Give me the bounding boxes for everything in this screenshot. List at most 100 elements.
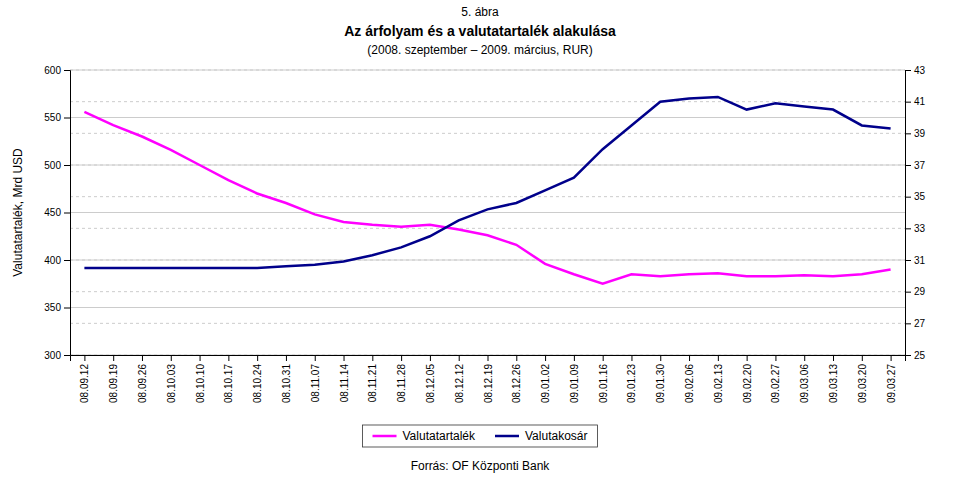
tick-mark [344, 355, 345, 361]
tick: 33 [905, 223, 926, 234]
tick-label: 08.10.17 [223, 364, 234, 403]
tick-mark [905, 292, 911, 293]
tick-mark [64, 118, 70, 119]
chart: 5. ábraAz árfolyam és a valutatartalék a… [0, 0, 960, 480]
tick-label: 500 [44, 160, 61, 171]
tick: 08.12.26 [511, 355, 522, 403]
tick-mark [905, 102, 911, 103]
tick: 09.01.02 [540, 355, 551, 403]
tick-mark [257, 355, 258, 361]
tick: 09.02.13 [713, 355, 724, 403]
tick-label: 08.11.07 [310, 364, 321, 403]
tick-label: 300 [44, 350, 61, 361]
tick-label: 37 [914, 160, 926, 171]
tick-mark [660, 355, 661, 361]
title: Az árfolyam és a valutatartalék alakulás… [344, 23, 616, 39]
tick-label: 09.01.23 [626, 364, 637, 403]
tick-mark [891, 355, 892, 361]
tick-label: 08.12.05 [425, 364, 436, 403]
tick: 29 [905, 286, 926, 297]
tick-mark [372, 355, 373, 361]
legend-item: Valutatartalék [373, 429, 476, 443]
tick: 08.11.28 [396, 355, 407, 402]
tick-mark [905, 133, 911, 134]
tick-label: 25 [914, 350, 926, 361]
tick-mark [574, 355, 575, 361]
tick: 08.09.19 [108, 355, 119, 403]
tick-label: 09.01.02 [540, 364, 551, 403]
tick: 41 [905, 96, 926, 107]
tick: 09.01.30 [655, 355, 666, 403]
tick-label: 35 [914, 191, 926, 202]
series-line [84, 112, 890, 284]
tick-mark [113, 355, 114, 361]
tick-label: 08.12.19 [483, 364, 494, 403]
tick-mark [545, 355, 546, 361]
tick-mark [401, 355, 402, 361]
tick-mark [64, 213, 70, 214]
tick-mark [200, 355, 201, 361]
tick: 37 [905, 160, 926, 171]
legend-frame [363, 425, 598, 447]
tick-label: 08.12.12 [454, 364, 465, 403]
tick-mark [64, 308, 70, 309]
tick-label: 43 [914, 65, 926, 76]
tick: 08.10.17 [223, 355, 234, 403]
tick: 550 [44, 112, 70, 123]
tick-label: 09.02.27 [770, 364, 781, 403]
grid [70, 70, 905, 355]
tick: 08.10.31 [281, 355, 292, 403]
tick-label: 33 [914, 223, 926, 234]
tick-label: 09.01.16 [598, 364, 609, 403]
y-axis-label: Valutatartalék, Mrd USD [11, 148, 25, 277]
tick: 09.03.27 [886, 355, 897, 403]
tick-label: 09.02.13 [713, 364, 724, 403]
tick-label: 08.11.28 [396, 364, 407, 403]
tick-label: 550 [44, 112, 61, 123]
tick: 09.03.13 [828, 355, 839, 403]
tick-mark [905, 355, 911, 356]
grid-line-right [70, 70, 905, 71]
series-line [84, 97, 890, 268]
tick: 08.11.21 [367, 355, 378, 402]
tick: 09.02.06 [684, 355, 695, 403]
tick-mark [689, 355, 690, 361]
x-axis: 08.09.1208.09.1908.09.2608.10.0308.10.10… [71, 355, 906, 403]
tick: 09.01.23 [626, 355, 637, 403]
tick-label: 09.01.30 [655, 364, 666, 403]
tick-mark [286, 355, 287, 361]
tick-mark [64, 260, 70, 261]
tick-label: 09.03.20 [857, 364, 868, 403]
tick-label: 350 [44, 302, 61, 313]
tick: 09.02.27 [770, 355, 781, 403]
tick-mark [631, 355, 632, 361]
tick: 09.03.06 [799, 355, 810, 403]
grid-line [70, 165, 905, 166]
tick-mark [84, 355, 85, 361]
tick-label: 09.03.13 [828, 364, 839, 403]
legend: Valutatartalék Valutakosár [363, 425, 598, 447]
tick-label: 600 [44, 65, 61, 76]
tick-mark [430, 355, 431, 361]
series-lines [84, 97, 890, 284]
tick: 600 [44, 65, 70, 76]
axis-domain [64, 71, 71, 356]
tick-mark [64, 355, 70, 356]
tick-mark [862, 355, 863, 361]
tick-mark [64, 70, 70, 71]
plot: 08.09.1208.09.1908.09.2608.10.0308.10.10… [11, 65, 926, 403]
tick-mark [905, 228, 911, 229]
tick: 08.12.05 [425, 355, 436, 403]
grid-line-right [70, 323, 905, 324]
y-axis: 300350400450500550600 [44, 65, 70, 361]
tick-mark [228, 355, 229, 361]
tick-mark [516, 355, 517, 361]
tick-label: 08.09.26 [137, 364, 148, 403]
tick: 08.09.12 [79, 355, 90, 403]
grid-line [70, 307, 905, 308]
axis-domain [906, 71, 912, 356]
tick-mark [488, 355, 489, 361]
legend-item: Valutakosár [495, 429, 587, 443]
tick: 09.02.20 [742, 355, 753, 403]
tick-mark [804, 355, 805, 361]
